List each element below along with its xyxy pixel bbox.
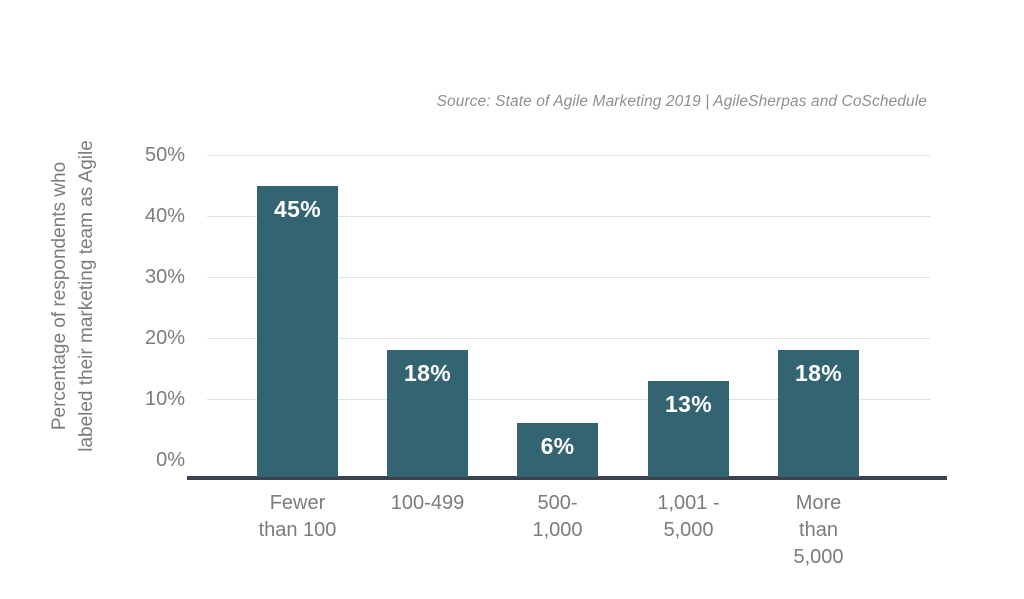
gridline-30: [207, 277, 930, 278]
x-tick-label-0: Fewer than 100: [258, 492, 337, 541]
bar-4: 18%: [778, 350, 859, 477]
bar-3: 13%: [648, 380, 729, 477]
gridline-40: [207, 216, 930, 217]
y-tick-label-0: 0%: [156, 449, 185, 471]
gridline-50: [207, 155, 930, 156]
y-tick-label-30: 30%: [144, 266, 185, 288]
y-tick-label-50: 50%: [144, 144, 185, 166]
y-tick-label-40: 40%: [144, 205, 185, 227]
y-axis-title-line-2: labeled their marketing team as Agile: [76, 140, 97, 452]
y-tick-label-10: 10%: [144, 388, 185, 410]
bar-value-label-2: 6%: [540, 433, 575, 460]
bar-1: 18%: [387, 350, 468, 477]
y-axis-title: Percentage of respondents who labeled th…: [46, 111, 100, 481]
y-axis-title-line-1: Percentage of respondents who: [49, 161, 70, 431]
bar-value-label-1: 18%: [404, 360, 451, 387]
bar-value-label-0: 45%: [274, 195, 321, 222]
y-tick-label-20: 20%: [144, 327, 185, 349]
source-note: Source: State of Agile Marketing 2019 | …: [436, 93, 927, 110]
bar-0: 45%: [257, 185, 338, 477]
x-tick-label-3: 1,001 -5,000: [657, 492, 720, 541]
x-tick-label-4: More than 5,000: [793, 492, 844, 568]
gridline-10: [207, 399, 930, 400]
x-tick-label-1: 100-499: [390, 492, 465, 514]
gridline-20: [207, 338, 930, 339]
bar-value-label-3: 13%: [665, 390, 712, 417]
x-axis-line: [187, 476, 947, 480]
x-tick-label-2: 500- 1,000: [532, 492, 583, 541]
bar-value-label-4: 18%: [795, 360, 842, 387]
bar-2: 6%: [517, 423, 598, 477]
